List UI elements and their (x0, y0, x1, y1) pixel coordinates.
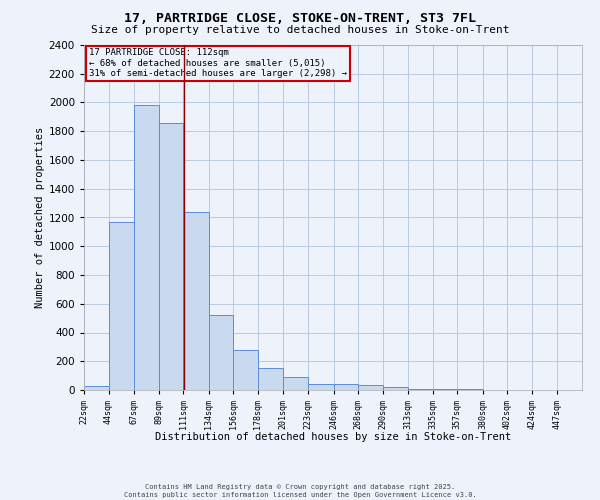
Bar (334, 384, 358, 390)
Bar (158, 122, 183, 390)
Bar (408, 388, 433, 390)
Bar (134, 106, 158, 390)
Bar (233, 350, 258, 390)
Text: Contains HM Land Registry data © Crown copyright and database right 2025.
Contai: Contains HM Land Registry data © Crown c… (124, 484, 476, 498)
Text: Size of property relative to detached houses in Stoke-on-Trent: Size of property relative to detached ho… (91, 25, 509, 35)
Text: 17 PARTRIDGE CLOSE: 112sqm
← 68% of detached houses are smaller (5,015)
31% of s: 17 PARTRIDGE CLOSE: 112sqm ← 68% of deta… (89, 48, 347, 78)
Bar (84, 386, 109, 390)
Bar (283, 377, 308, 390)
Bar (109, 222, 134, 390)
Bar (358, 385, 383, 390)
Bar (383, 387, 408, 390)
Text: 17, PARTRIDGE CLOSE, STOKE-ON-TRENT, ST3 7FL: 17, PARTRIDGE CLOSE, STOKE-ON-TRENT, ST3… (124, 12, 476, 26)
X-axis label: Distribution of detached houses by size in Stoke-on-Trent: Distribution of detached houses by size … (155, 432, 511, 442)
Y-axis label: Number of detached properties: Number of detached properties (35, 127, 44, 308)
Bar (308, 384, 334, 390)
Bar (258, 368, 283, 390)
Bar (209, 316, 233, 390)
Bar (183, 212, 209, 390)
